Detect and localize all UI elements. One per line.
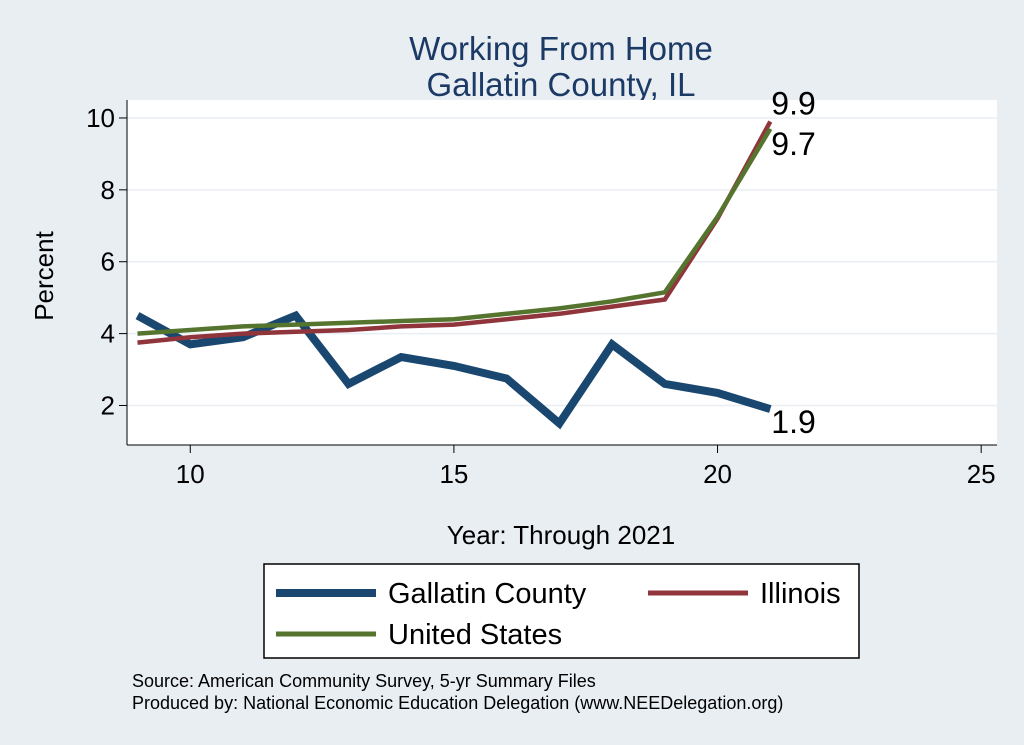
plot-area: [127, 100, 997, 445]
y-tick-label: 8: [101, 175, 115, 205]
end-labels: 1.9 9.9 9.7: [771, 86, 815, 441]
legend-items: Gallatin County Illinois United States: [276, 578, 841, 651]
y-axis-label: Percent: [29, 230, 59, 320]
series-lines: [135, 120, 773, 430]
end-label-2: 9.7: [771, 126, 815, 162]
x-tick-label: 20: [703, 459, 732, 489]
chart-title-line-1: Working From Home: [409, 30, 713, 67]
y-tick-label: 6: [101, 247, 115, 277]
legend-label-1: Illinois: [760, 578, 841, 610]
series-line-2: [137, 127, 773, 336]
series-line-1: [137, 120, 773, 345]
end-label-1: 9.9: [771, 86, 815, 122]
source-note: Source: American Community Survey, 5-yr …: [132, 671, 596, 691]
x-tick-label: 25: [967, 459, 996, 489]
x-axis-label: Year: Through 2021: [447, 520, 675, 550]
y-tick-label: 4: [101, 319, 115, 349]
series-line-0: [135, 310, 772, 430]
producer-note: Produced by: National Economic Education…: [132, 693, 783, 713]
legend-label-0: Gallatin County: [388, 578, 587, 610]
chart-title-line-2: Gallatin County, IL: [426, 66, 695, 103]
end-label-0: 1.9: [771, 404, 815, 440]
y-tick-label: 10: [86, 103, 115, 133]
legend: Gallatin County Illinois United States: [263, 563, 860, 659]
y-tick-label: 2: [101, 390, 115, 420]
x-tick-label: 10: [176, 459, 205, 489]
legend-box: [263, 563, 860, 659]
axes: 2 4 6 8 10 10 15 20 25: [86, 100, 997, 489]
x-tick-label: 15: [439, 459, 468, 489]
legend-label-2: United States: [388, 619, 562, 651]
